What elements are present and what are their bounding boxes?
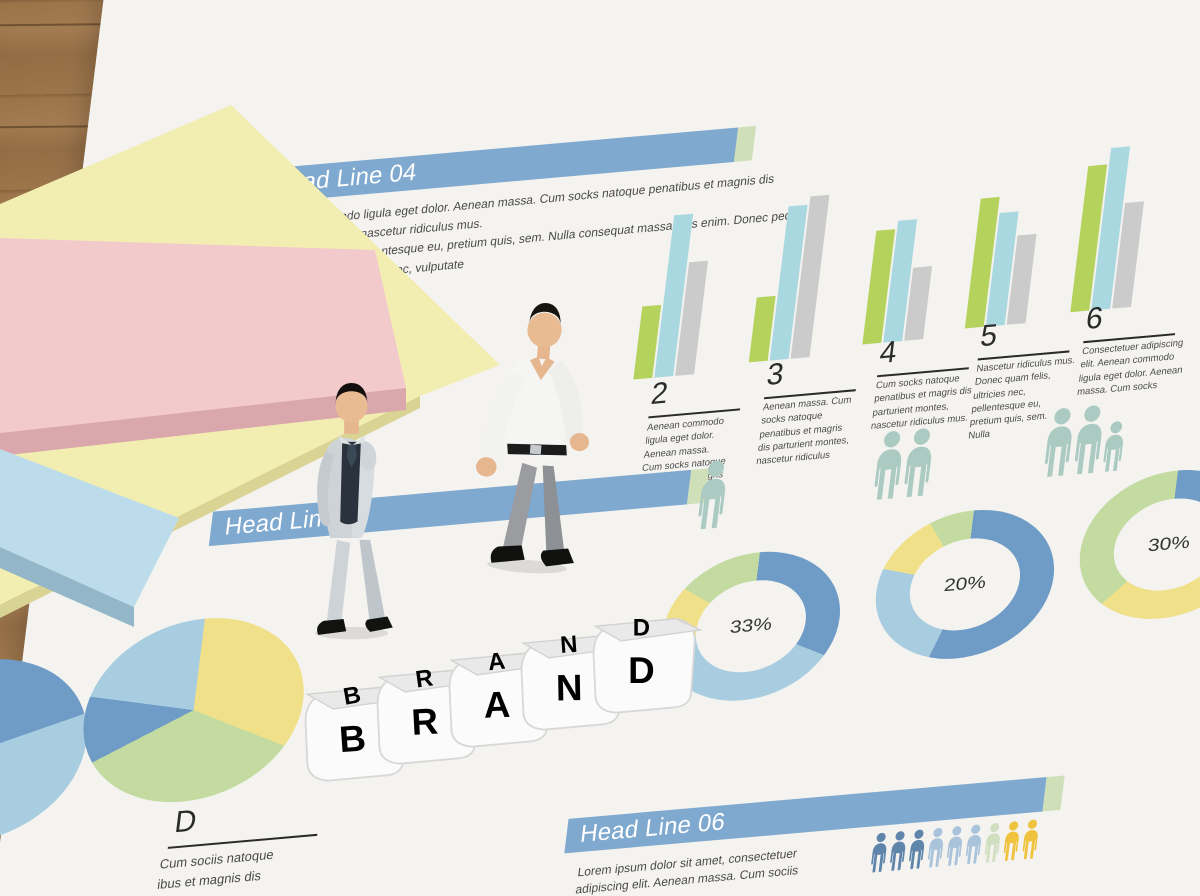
svg-text:N: N <box>555 667 582 708</box>
svg-text:D: D <box>628 650 655 691</box>
svg-text:R: R <box>410 701 439 743</box>
svg-text:B: B <box>341 681 363 711</box>
svg-text:R: R <box>414 664 435 693</box>
svg-text:D: D <box>633 614 650 641</box>
svg-text:A: A <box>487 648 507 677</box>
svg-text:B: B <box>338 717 367 760</box>
svg-text:N: N <box>559 631 578 659</box>
svg-text:A: A <box>483 684 511 726</box>
